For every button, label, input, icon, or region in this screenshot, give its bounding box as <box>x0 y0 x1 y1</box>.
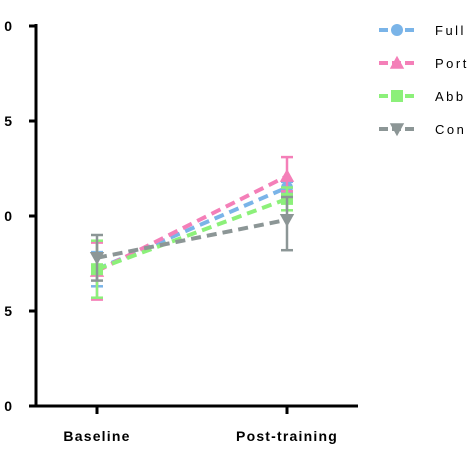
y-tick-label: 0 <box>4 18 12 34</box>
axes <box>34 24 358 408</box>
series-line <box>96 185 288 272</box>
y-tick-label: 5 <box>4 113 12 129</box>
y-tick-label: 5 <box>4 303 12 319</box>
y-tick-label: 0 <box>4 398 12 414</box>
y-tick-label: 0 <box>4 208 12 224</box>
legend-item: Full <box>379 23 466 38</box>
data-point <box>89 252 105 265</box>
legend-marker <box>391 90 403 102</box>
series-layer <box>89 155 295 301</box>
legend-item: Port <box>379 55 469 71</box>
series-con <box>89 195 295 282</box>
x-tick-label: Post-training <box>236 428 338 444</box>
legend-item: Con <box>379 122 466 137</box>
y-axis-ticks: 0 5 0 5 0 <box>4 18 36 414</box>
legend-marker <box>389 55 405 69</box>
legend-label: Con <box>435 122 466 137</box>
legend: Full Port Abb Con <box>379 23 469 137</box>
legend-marker <box>389 123 405 137</box>
legend-label: Port <box>435 56 469 71</box>
series-line <box>96 217 288 260</box>
series-line <box>96 197 288 272</box>
data-point <box>279 168 295 182</box>
series-line <box>96 174 288 273</box>
series-abb <box>91 186 293 299</box>
x-axis-ticks: Baseline Post-training <box>63 406 338 444</box>
legend-label: Full <box>435 23 466 38</box>
x-tick-label: Baseline <box>63 428 130 444</box>
legend-marker <box>391 24 403 36</box>
data-point <box>279 214 295 227</box>
legend-label: Abb <box>435 89 466 104</box>
legend-item: Abb <box>379 89 466 104</box>
